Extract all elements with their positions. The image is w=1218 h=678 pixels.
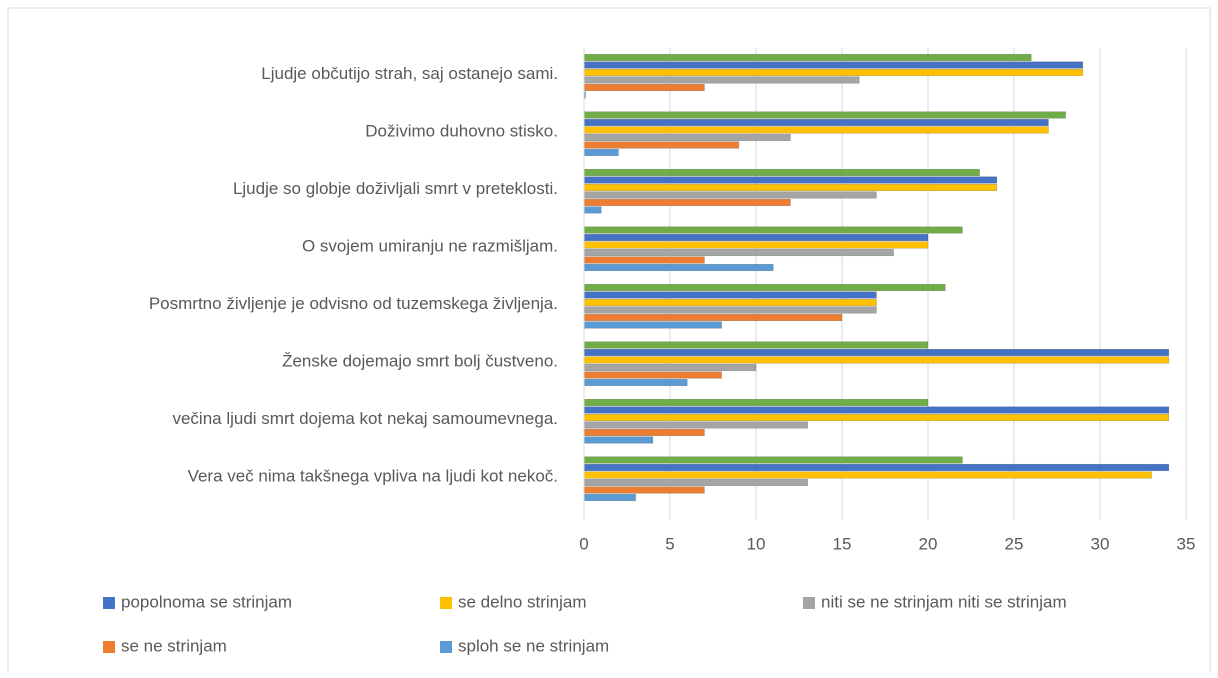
bar: [583, 363, 757, 372]
x-tick-label: 5: [665, 534, 674, 553]
legend-label: popolnoma se strinjam: [121, 592, 292, 611]
bar: [583, 493, 636, 502]
bar: [583, 183, 998, 192]
bar: [583, 53, 1032, 62]
bar: [583, 241, 929, 249]
bar: [583, 378, 688, 387]
bar: [583, 68, 1084, 77]
y-tick-label: Ženske dojemajo smrt bolj čustveno.: [282, 352, 558, 371]
bar: [583, 126, 1049, 134]
y-tick-label: večina ljudi smrt dojema kot nekaj samou…: [172, 409, 558, 428]
legend-swatch: [103, 641, 115, 653]
bar: [583, 291, 877, 299]
bar: [583, 263, 774, 272]
legend-swatch: [803, 597, 815, 609]
y-tick-label: Posmrtno življenje je odvisno od tuzemsk…: [149, 294, 558, 313]
chart-frame: [7, 7, 1211, 678]
bar: [583, 406, 1170, 414]
bar: [583, 356, 1170, 364]
legend-label: sploh se ne strinjam: [458, 636, 609, 655]
y-tick-label: O svojem umiranju ne razmišljam.: [302, 237, 558, 256]
legend-swatch: [440, 597, 452, 609]
bar: [583, 248, 894, 257]
bar: [583, 486, 705, 494]
bar: [583, 436, 654, 444]
x-tick-label: 20: [919, 534, 938, 553]
bar: [583, 83, 705, 92]
y-tick-label: Ljudje so globje doživljali smrt v prete…: [233, 179, 558, 198]
bar: [583, 176, 998, 184]
bar: [583, 148, 619, 157]
bar: [583, 313, 843, 322]
bar: [583, 421, 808, 429]
bar: [583, 226, 963, 234]
y-tick-label: Doživimo duhovno stisko.: [365, 122, 558, 141]
bar: [583, 341, 929, 349]
legend-swatch: [103, 597, 115, 609]
x-tick-label: 35: [1177, 534, 1196, 553]
bar: [583, 413, 1170, 422]
bar: [583, 428, 705, 437]
bar: [583, 348, 1170, 357]
bar: [583, 133, 791, 142]
x-tick-label: 10: [747, 534, 766, 553]
y-tick-label: Vera več nima takšnega vpliva na ljudi k…: [188, 467, 558, 486]
x-tick-label: 0: [579, 534, 588, 553]
bar: [583, 233, 929, 242]
bar: [583, 398, 929, 407]
x-tick-label: 30: [1091, 534, 1110, 553]
bar: [583, 463, 1170, 472]
bar: [583, 321, 722, 329]
legend-label: niti se ne strinjam niti se strinjam: [821, 592, 1067, 611]
bar: [583, 371, 722, 379]
bar: [583, 61, 1084, 69]
bar: [583, 191, 877, 199]
y-tick-label: Ljudje občutijo strah, saj ostanejo sami…: [261, 64, 558, 83]
legend-swatch: [440, 641, 452, 653]
legend-label: se ne strinjam: [121, 636, 227, 655]
bar: [583, 298, 877, 307]
bar: [583, 198, 791, 207]
bar: [583, 76, 860, 84]
bar: [583, 206, 602, 214]
bar: [583, 456, 963, 464]
bar: [583, 478, 808, 487]
bar: [583, 118, 1049, 127]
bar: [583, 471, 1152, 479]
x-tick-label: 25: [1005, 534, 1024, 553]
bar: [583, 256, 705, 264]
bar: [583, 141, 740, 149]
bar: [583, 168, 980, 177]
bar: [583, 306, 877, 314]
bar: [583, 283, 946, 292]
bar: [583, 111, 1066, 119]
x-tick-label: 15: [833, 534, 852, 553]
legend-label: se delno strinjam: [458, 592, 587, 611]
